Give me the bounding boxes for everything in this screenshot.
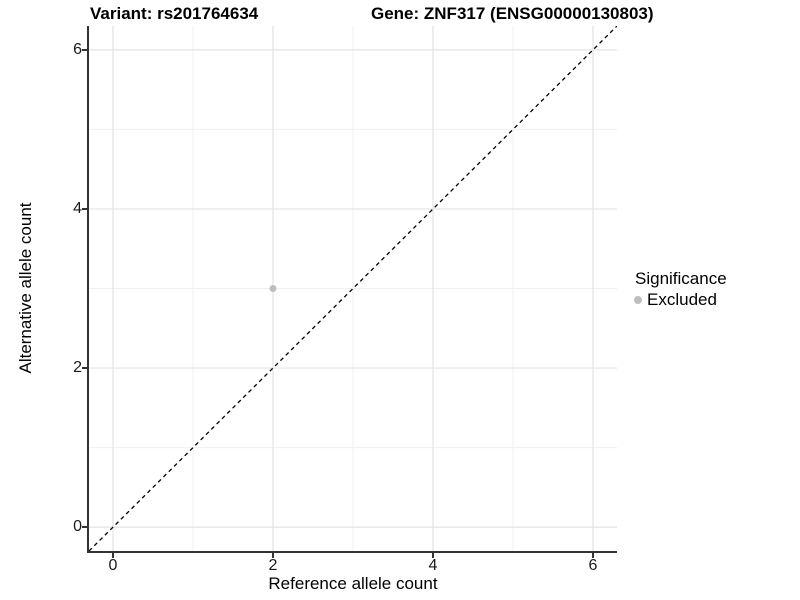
x-tick-label: 4 — [428, 557, 438, 574]
plot-panel — [89, 26, 617, 551]
y-tick-label: 0 — [73, 518, 82, 536]
gene-title: Gene: ZNF317 (ENSG00000130803) — [371, 4, 654, 23]
data-point — [269, 285, 277, 292]
y-tick-mark — [82, 367, 87, 370]
y-tick-label: 4 — [73, 199, 82, 217]
x-axis-line — [87, 551, 617, 553]
y-tick-mark — [82, 526, 87, 529]
y-tick-mark — [82, 48, 87, 51]
x-tick-label: 2 — [268, 557, 278, 574]
x-tick-label: 6 — [588, 557, 598, 574]
y-axis-label: Alternative allele count — [16, 202, 35, 374]
y-tick-mark — [82, 207, 87, 210]
y-tick-label: 6 — [73, 40, 82, 58]
excluded-marker-icon — [634, 296, 642, 304]
x-tick-mark — [432, 553, 434, 558]
x-axis-label: Reference allele count — [268, 574, 438, 593]
x-tick-mark — [112, 553, 114, 558]
x-tick-label: 0 — [108, 557, 118, 574]
legend-entry-excluded: Excluded — [632, 290, 727, 310]
variant-title: Variant: rs201764634 — [90, 4, 259, 23]
legend-entry-label: Excluded — [647, 290, 717, 309]
y-axis-line — [87, 26, 89, 553]
plot-canvas — [89, 26, 617, 551]
x-tick-mark — [592, 553, 594, 558]
x-tick-mark — [272, 553, 274, 558]
legend-title: Significance — [635, 269, 727, 288]
y-tick-label: 2 — [73, 359, 82, 377]
legend: Significance Excluded — [632, 269, 727, 310]
